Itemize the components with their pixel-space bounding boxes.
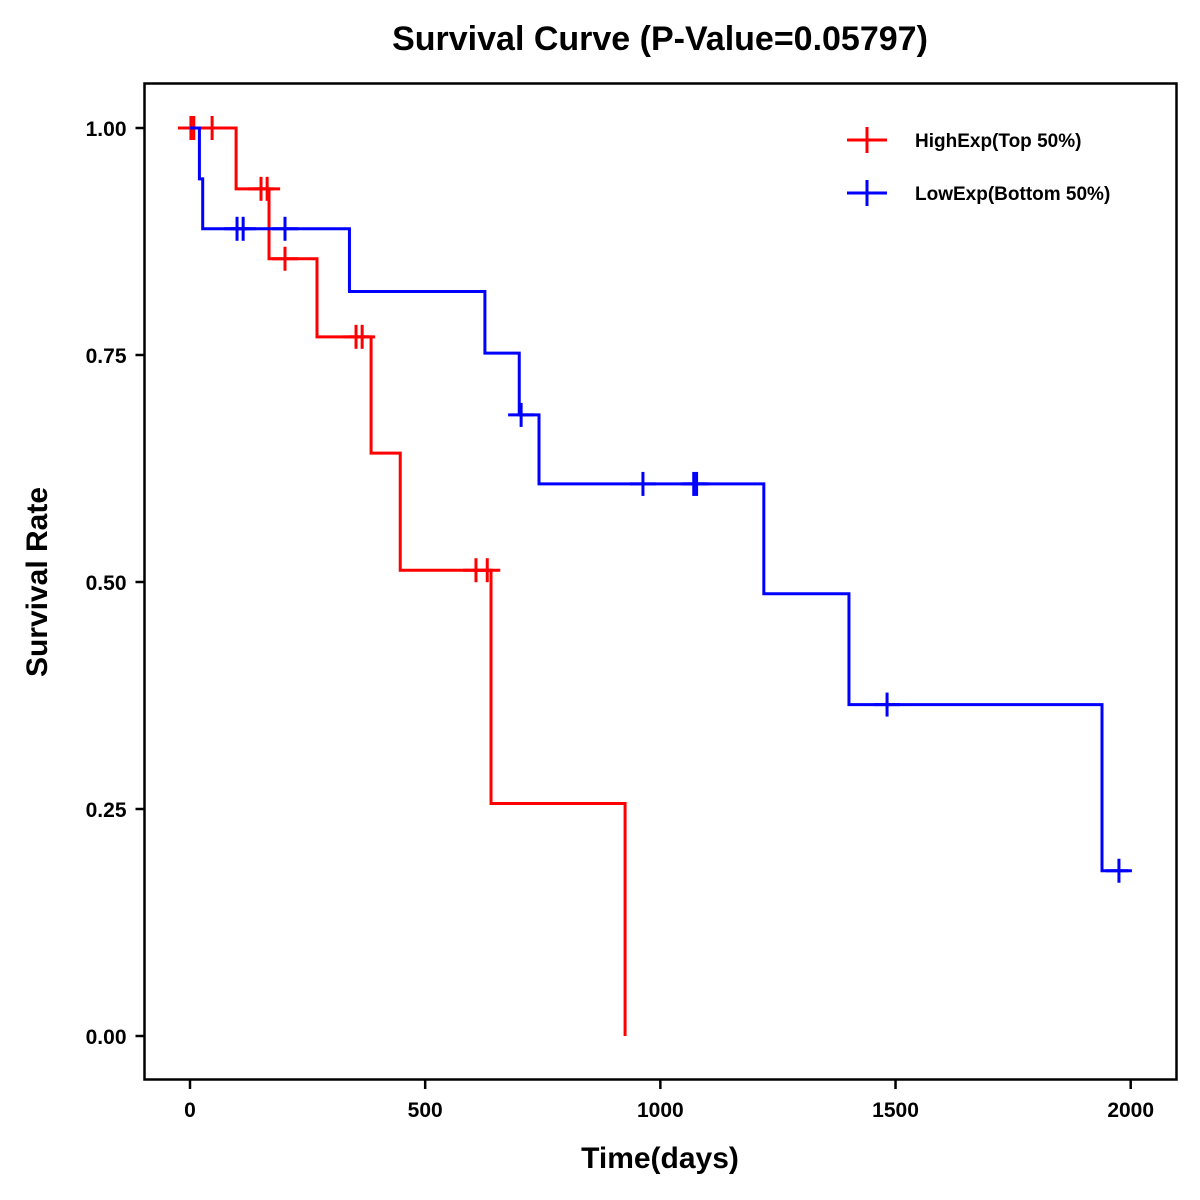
x-tick-label: 0	[184, 1099, 196, 1122]
x-axis-label: Time(days)	[581, 1142, 739, 1175]
series-low-exp	[190, 126, 1132, 883]
y-tick-label: 1.00	[86, 118, 127, 141]
x-tick-label: 2000	[1107, 1099, 1154, 1122]
chart-title: Survival Curve (P-Value=0.05797)	[392, 20, 928, 58]
legend-item: HighExp(Top 50%)	[847, 127, 1081, 153]
legend-item: LowExp(Bottom 50%)	[847, 180, 1110, 206]
series-high-exp	[177, 116, 627, 1036]
x-tick-label: 1000	[637, 1099, 684, 1122]
y-tick-label: 0.75	[86, 345, 127, 368]
y-tick-label: 0.25	[86, 799, 127, 822]
survival-curves	[177, 116, 1132, 1036]
y-axis-label: Survival Rate	[21, 487, 54, 677]
x-axis: 0 500 1000 1500 2000	[184, 1080, 1154, 1122]
y-tick-label: 0.50	[86, 572, 127, 595]
plot-panel-border	[143, 82, 1178, 1081]
survival-step-line	[190, 126, 1129, 873]
y-tick-label: 0.00	[86, 1026, 127, 1049]
survival-step-line	[190, 126, 627, 1036]
legend-label: HighExp(Top 50%)	[915, 131, 1081, 152]
legend: HighExp(Top 50%) LowExp(Bottom 50%)	[847, 127, 1110, 206]
x-tick-label: 1500	[872, 1099, 919, 1122]
y-axis: 0.00 0.25 0.50 0.75 1.00	[86, 118, 145, 1049]
legend-label: LowExp(Bottom 50%)	[915, 184, 1110, 205]
x-tick-label: 500	[408, 1099, 443, 1122]
